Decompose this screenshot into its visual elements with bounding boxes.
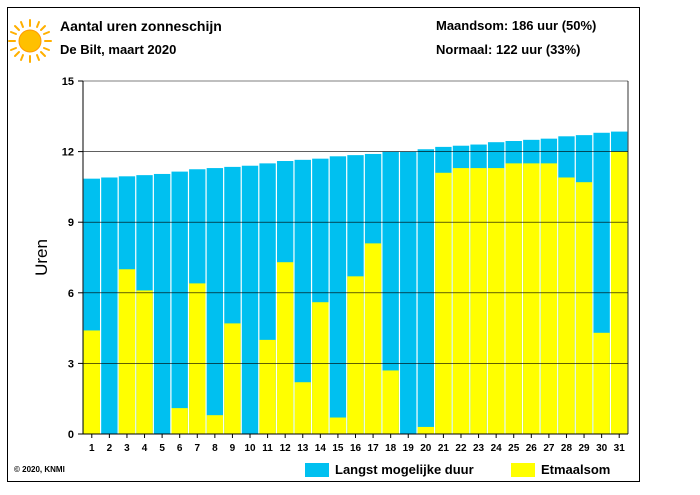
bar-actual-24 (487, 168, 505, 434)
bar-actual-18 (382, 370, 399, 434)
bar-actual-8 (206, 415, 224, 434)
y-tick-label-15: 15 (62, 76, 74, 88)
bar-possible-6 (171, 171, 188, 434)
y-tick-label-6: 6 (68, 288, 74, 300)
bar-actual-17 (364, 243, 382, 434)
legend-swatch-possible (305, 463, 329, 477)
x-tick-label-14: 14 (315, 443, 327, 454)
bar-actual-16 (347, 276, 364, 434)
x-tick-label-3: 3 (124, 443, 130, 454)
x-tick-label-17: 17 (368, 443, 380, 454)
x-tick-label-4: 4 (142, 443, 148, 454)
x-tick-label-6: 6 (177, 443, 183, 454)
x-tick-label-24: 24 (491, 443, 503, 454)
sun-icon (8, 19, 52, 63)
normal-total: Normaal: 122 uur (33%) (436, 42, 581, 57)
bar-actual-15 (329, 417, 347, 434)
bar-actual-7 (189, 283, 206, 434)
bar-possible-8 (206, 168, 224, 434)
bar-actual-22 (452, 168, 470, 434)
x-tick-label-20: 20 (420, 443, 432, 454)
bar-actual-11 (259, 339, 276, 434)
y-tick-label-0: 0 (68, 429, 74, 441)
x-tick-label-9: 9 (230, 443, 236, 454)
x-tick-label-25: 25 (508, 443, 520, 454)
bar-actual-20 (417, 426, 435, 434)
y-tick-label-9: 9 (68, 217, 74, 229)
x-tick-label-26: 26 (526, 443, 538, 454)
bar-possible-2 (101, 177, 118, 434)
chart-subtitle: De Bilt, maart 2020 (60, 42, 177, 57)
copyright: © 2020, KNMI (14, 465, 65, 474)
bar-actual-3 (118, 269, 136, 434)
x-tick-label-16: 16 (350, 443, 362, 454)
bar-actual-6 (171, 408, 188, 434)
x-tick-label-11: 11 (262, 443, 273, 454)
x-tick-label-21: 21 (438, 443, 450, 454)
x-tick-label-19: 19 (403, 443, 415, 454)
bar-actual-25 (505, 163, 522, 434)
x-tick-label-15: 15 (332, 443, 344, 454)
bar-possible-15 (329, 156, 347, 434)
bar-possible-10 (241, 165, 259, 434)
bar-actual-1 (83, 330, 100, 434)
x-tick-label-18: 18 (385, 443, 397, 454)
bar-actual-4 (136, 290, 153, 434)
bar-actual-30 (593, 332, 610, 434)
x-tick-label-29: 29 (578, 443, 590, 454)
bar-actual-27 (540, 163, 558, 434)
x-tick-label-22: 22 (455, 443, 467, 454)
x-tick-label-5: 5 (159, 443, 165, 454)
bar-possible-5 (153, 173, 171, 434)
x-tick-label-13: 13 (297, 443, 309, 454)
chart-title: Aantal uren zonneschijn (60, 18, 222, 34)
legend-label-possible: Langst mogelijke duur (335, 462, 474, 477)
month-total: Maandsom: 186 uur (50%) (436, 18, 597, 33)
bar-actual-21 (435, 172, 452, 434)
y-axis-label: Uren (32, 239, 51, 276)
legend-swatch-actual (511, 463, 535, 477)
x-tick-label-7: 7 (194, 443, 200, 454)
y-tick-label-12: 12 (62, 147, 74, 159)
bar-possible-20 (417, 149, 435, 434)
x-tick-label-2: 2 (107, 443, 113, 454)
bar-actual-9 (224, 323, 241, 434)
bar-possible-13 (294, 159, 311, 434)
bar-actual-12 (276, 262, 294, 434)
x-tick-label-23: 23 (473, 443, 485, 454)
legend-label-actual: Etmaalsom (541, 462, 611, 477)
x-tick-label-30: 30 (596, 443, 608, 454)
bar-actual-28 (558, 177, 575, 434)
x-tick-label-27: 27 (543, 443, 555, 454)
y-tick-label-3: 3 (68, 358, 74, 370)
bar-actual-13 (294, 382, 311, 434)
bar-actual-23 (470, 168, 487, 434)
x-tick-label-28: 28 (561, 443, 573, 454)
x-tick-label-12: 12 (280, 443, 292, 454)
x-tick-label-10: 10 (244, 443, 256, 454)
bar-actual-29 (575, 182, 593, 434)
x-tick-label-8: 8 (212, 443, 218, 454)
x-tick-label-1: 1 (89, 443, 95, 454)
x-tick-label-31: 31 (614, 443, 626, 454)
bar-actual-14 (312, 302, 329, 434)
bar-actual-26 (523, 163, 540, 434)
